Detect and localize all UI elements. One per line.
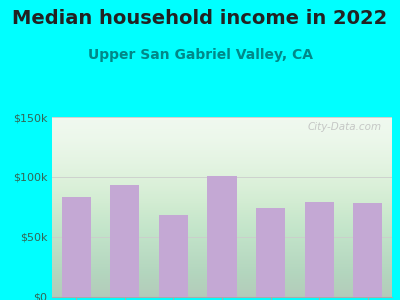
Text: Upper San Gabriel Valley, CA: Upper San Gabriel Valley, CA [88, 48, 312, 62]
Bar [304, 202, 334, 297]
Bar [208, 176, 236, 297]
Bar [353, 203, 382, 297]
Bar [256, 208, 285, 297]
Text: Median household income in 2022: Median household income in 2022 [12, 9, 388, 28]
Bar [62, 197, 91, 297]
Text: City-Data.com: City-Data.com [308, 122, 382, 132]
Bar [159, 215, 188, 297]
Bar [110, 185, 140, 297]
